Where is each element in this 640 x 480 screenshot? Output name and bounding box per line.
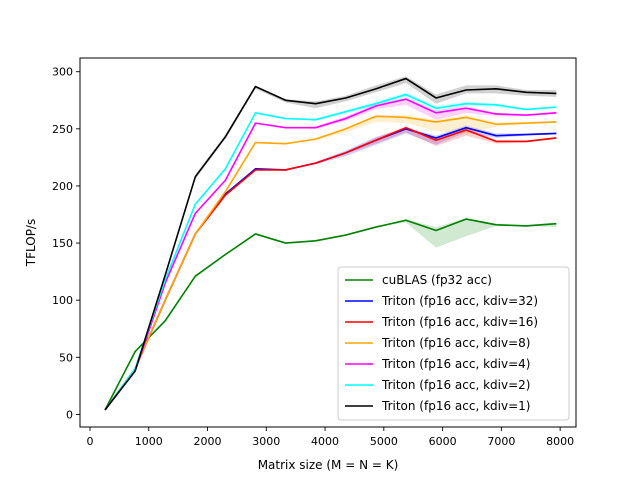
series-line-3 bbox=[104, 115, 557, 411]
x-tick-label: 0 bbox=[86, 435, 93, 448]
y-axis-ticks: 0 50 100 150 200 250 300 bbox=[52, 66, 80, 421]
legend-entry-label: Triton (fp16 acc, kdiv=4) bbox=[381, 357, 530, 371]
y-tick-label: 200 bbox=[52, 180, 73, 193]
series-lines bbox=[104, 77, 557, 411]
legend-box bbox=[337, 266, 570, 421]
x-tick-label: 3000 bbox=[252, 435, 280, 448]
series-line-0 bbox=[104, 218, 557, 411]
legend-entry-label: Triton (fp16 acc, kdiv=1) bbox=[381, 399, 530, 413]
legend-entry-label: Triton (fp16 acc, kdiv=8) bbox=[381, 336, 530, 350]
x-tick-label: 1000 bbox=[135, 435, 163, 448]
y-axis-label: TFLOP/s bbox=[24, 219, 38, 267]
y-tick-label: 0 bbox=[66, 408, 73, 421]
x-tick-label: 2000 bbox=[194, 435, 222, 448]
x-axis-ticks: 0 1000 2000 3000 4000 5000 6000 7000 8000 bbox=[86, 427, 574, 448]
legend-entry-label: Triton (fp16 acc, kdiv=2) bbox=[381, 378, 530, 392]
legend-entry-label: cuBLAS (fp32 acc) bbox=[382, 273, 492, 287]
x-tick-label: 4000 bbox=[311, 435, 339, 448]
y-tick-label: 50 bbox=[59, 351, 73, 364]
y-tick-label: 100 bbox=[52, 294, 73, 307]
x-tick-label: 7000 bbox=[487, 435, 515, 448]
legend: cuBLAS (fp32 acc) Triton (fp16 acc, kdiv=… bbox=[337, 266, 570, 421]
y-tick-label: 150 bbox=[52, 237, 73, 250]
legend-entry-label: Triton (fp16 acc, kdiv=16) bbox=[381, 315, 538, 329]
series-line-4 bbox=[104, 98, 557, 411]
legend-entry-label: Triton (fp16 acc, kdiv=32) bbox=[381, 294, 538, 308]
x-axis-label: Matrix size (M = N = K) bbox=[258, 458, 399, 472]
x-tick-label: 8000 bbox=[546, 435, 574, 448]
x-tick-label: 5000 bbox=[370, 435, 398, 448]
series-line-5 bbox=[104, 93, 557, 411]
x-tick-label: 6000 bbox=[429, 435, 457, 448]
axes-frame bbox=[79, 57, 577, 428]
y-tick-label: 300 bbox=[52, 66, 73, 79]
series-line-6 bbox=[104, 77, 557, 411]
y-tick-label: 250 bbox=[52, 123, 73, 136]
